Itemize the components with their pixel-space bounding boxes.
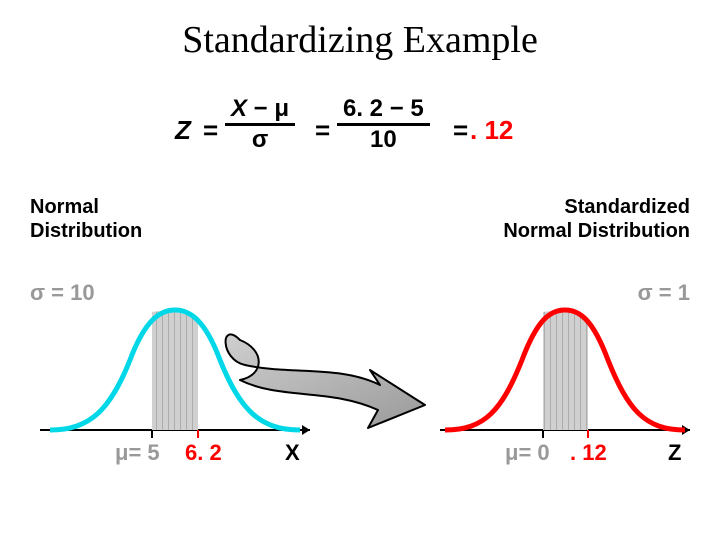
mu-left: μ= 5 [115,440,160,466]
chart-standardized: σ = 1 μ= 0 . 12 Z [430,280,700,490]
label-left-2: Distribution [30,219,142,243]
frac1-mu: μ [274,95,289,122]
formula-frac2-num: 6. 2 − 5 [337,95,430,126]
transform-arrow [210,310,460,440]
label-right-1: Standardized [503,195,690,219]
formula: Z = X − μ σ = 6. 2 − 5 10 = . 12 [175,95,555,165]
formula-eq1: = [203,115,218,146]
mu-right: μ= 0 [505,440,550,466]
formula-frac1-den: σ [225,126,295,154]
formula-frac2-den: 10 [337,126,430,154]
page-title: Standardizing Example [0,18,720,62]
arrow-svg [210,310,460,450]
label-std-normal-dist: Standardized Normal Distribution [503,195,690,243]
formula-z: Z [175,115,191,146]
formula-eq3: = [453,115,468,146]
formula-frac2: 6. 2 − 5 10 [337,95,430,154]
xval-right: . 12 [570,440,607,466]
chart-std-svg [430,290,700,460]
formula-result: . 12 [470,115,513,146]
label-left-1: Normal [30,195,142,219]
formula-eq2: = [315,115,330,146]
formula-frac1: X − μ σ [225,95,295,154]
formula-frac1-num: X − μ [225,95,295,126]
frac1-minus: − [247,95,274,122]
label-normal-dist: Normal Distribution [30,195,142,243]
xaxis-right: Z [668,440,681,466]
label-right-2: Normal Distribution [503,219,690,243]
frac1-x: X [231,95,247,122]
